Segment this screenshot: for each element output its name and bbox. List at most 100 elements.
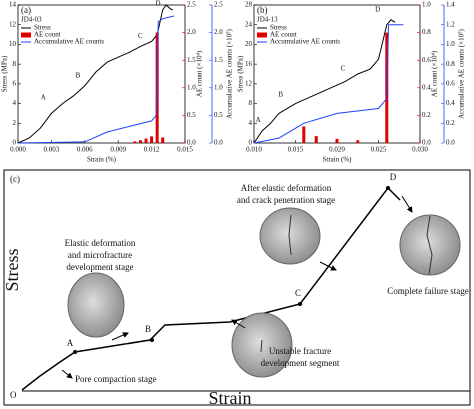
y2-tick-label: 0.5 (187, 111, 196, 119)
stage-label: Pore compaction stage (75, 374, 156, 384)
sample-label: JD4-03 (21, 16, 42, 24)
crack (288, 214, 292, 256)
y3-tick-label: 1.4 (446, 1, 455, 9)
annotation: B (76, 72, 81, 80)
x-axis-label: Strain (209, 388, 252, 408)
series-line (17, 4, 173, 144)
y2-tick-label: 2.5 (187, 1, 196, 9)
series-line (17, 15, 175, 144)
y3-tick-label: 0.0 (446, 139, 455, 147)
stage-label: development stage (66, 262, 133, 272)
y3-tick-label: 0.8 (446, 60, 455, 68)
y2-tick-label: 0.0 (187, 139, 196, 147)
arrow (401, 195, 413, 213)
chart: 0.010 0.015 0.020 0.025 0.030 0 4 8 12 16 20 24 28 0.… (237, 1, 466, 164)
stage-label: Complete failure stage (387, 286, 468, 296)
y-tick-label: 2 (13, 119, 17, 127)
bar (150, 136, 154, 143)
y2-tick-label: 1.5 (187, 56, 196, 64)
y3-tick-label: 0.6 (446, 79, 455, 87)
point-label: A (67, 338, 74, 348)
panel-label: (b) (257, 5, 268, 15)
legend-label: AE count (34, 31, 61, 39)
y3-tick-label: 2.5 (214, 1, 223, 9)
annotation: C (341, 65, 346, 73)
crack (260, 339, 263, 353)
x-tick-label: 0.020 (329, 146, 345, 154)
y-tick-label: 0 (13, 139, 17, 147)
legend-label: Accumulative AE counts (34, 38, 104, 46)
arrow (111, 332, 129, 341)
bar (314, 136, 318, 143)
y3-axis-label: Accumulative AE counts (×10⁵) (226, 28, 234, 118)
legend-swatch (257, 32, 267, 38)
origin-label: O (10, 390, 17, 400)
legend-label: Stress (270, 24, 287, 32)
panel-label: (c) (10, 174, 20, 184)
x-tick-label: 0.030 (412, 146, 428, 154)
x-tick-label: 0.015 (288, 146, 304, 154)
y-tick-label: 12 (245, 79, 253, 87)
legend-label: Stress (34, 24, 51, 32)
bar (161, 137, 165, 143)
y3-axis-label: Accumulative AE counts (×10⁵) (458, 28, 466, 118)
curve (21, 186, 401, 391)
point-label: D (390, 172, 397, 182)
x-axis-label: Strain (%) (323, 156, 353, 164)
y-tick-label: 4 (249, 119, 253, 127)
bar (144, 138, 148, 143)
y2-tick-label: 0.2 (422, 111, 431, 119)
point-label: C (295, 288, 301, 298)
x-tick-label: 0.003 (44, 146, 60, 154)
y3-tick-label: 0.4 (446, 99, 455, 107)
x-tick-label: 0.000 (10, 146, 26, 154)
bar (335, 138, 339, 143)
point-label: B (145, 324, 151, 334)
legend-label: AE count (270, 31, 297, 39)
bar (356, 140, 360, 143)
series-line (253, 24, 404, 144)
specimen (259, 207, 321, 265)
arrow (319, 261, 337, 271)
y-tick-label: 28 (245, 1, 253, 9)
x-tick-label: 0.015 (177, 146, 193, 154)
y3-tick-label: 0.2 (446, 119, 455, 127)
y2-tick-label: 0.6 (422, 56, 431, 64)
y2-tick-label: 2.0 (187, 28, 196, 36)
panel-label: (a) (21, 5, 31, 15)
series-line (253, 19, 396, 144)
y3-tick-label: 0.5 (214, 111, 223, 119)
y-tick-label: 24 (245, 20, 253, 28)
y-tick-label: 14 (9, 1, 17, 9)
y2-tick-label: 1.0 (422, 1, 431, 9)
stage-label: After elastic deformation (241, 183, 332, 193)
y2-tick-label: 0.4 (422, 83, 431, 91)
bar (302, 126, 306, 143)
annotation: A (41, 93, 46, 101)
specimen (67, 272, 125, 338)
y3-tick-label: 0.0 (214, 139, 223, 147)
x-tick-label: 0.010 (246, 146, 262, 154)
panel-frame (3, 169, 471, 406)
x-tick-label: 0.025 (371, 146, 387, 154)
y-tick-label: 10 (9, 40, 17, 48)
annotation: B (278, 90, 283, 98)
y2-axis-label: AE count (×10⁴) (431, 50, 439, 97)
y-axis-label: Stress (2, 248, 22, 291)
y2-tick-label: 1.0 (187, 83, 196, 91)
y2-tick-label: 0.8 (422, 28, 431, 36)
y3-tick-label: 1.0 (446, 40, 455, 48)
y3-tick-label: 1.2 (446, 20, 455, 28)
y3-tick-label: 1.0 (214, 83, 223, 91)
y-tick-label: 12 (9, 20, 17, 28)
crack (426, 215, 433, 275)
x-tick-label: 0.006 (77, 146, 93, 154)
legend-swatch (21, 32, 31, 38)
annotation: D (155, 0, 160, 8)
y3-tick-label: 1.5 (214, 56, 223, 64)
annotation: D (375, 6, 380, 14)
y-axis-label: Stress (MPa) (1, 55, 9, 92)
y3-tick-label: 2.0 (214, 28, 223, 36)
arrow (61, 369, 73, 379)
annotation: A (256, 116, 261, 124)
